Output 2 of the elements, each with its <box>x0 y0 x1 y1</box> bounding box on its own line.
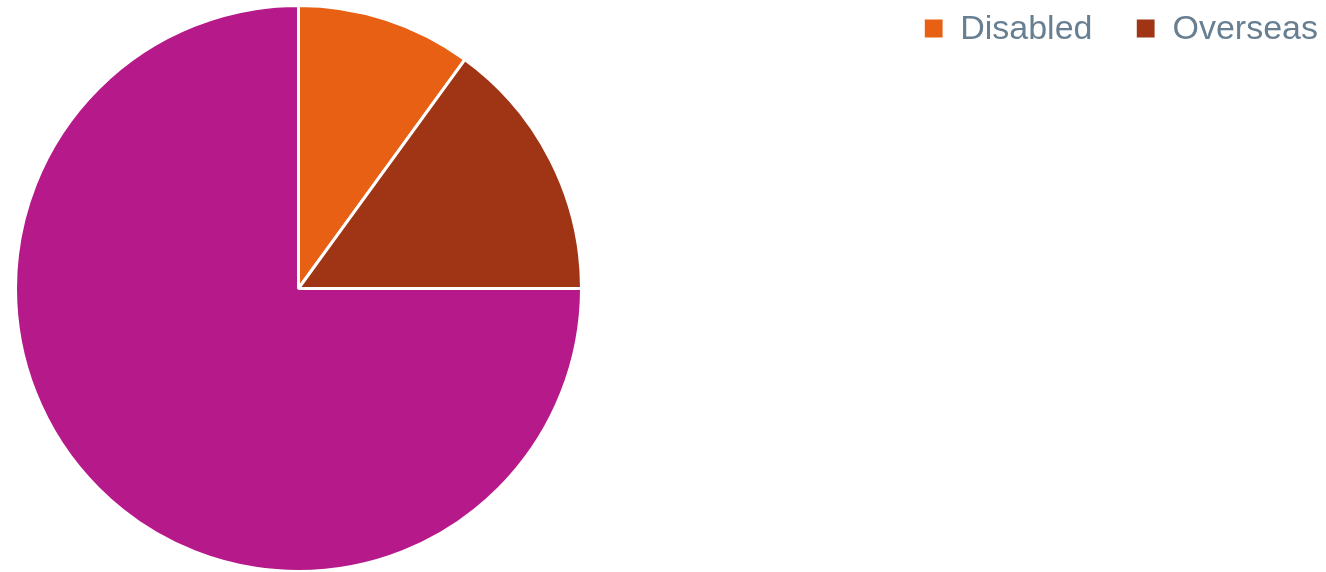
legend-label: Disabled <box>960 8 1093 47</box>
legend-label: Overseas <box>1172 8 1318 47</box>
